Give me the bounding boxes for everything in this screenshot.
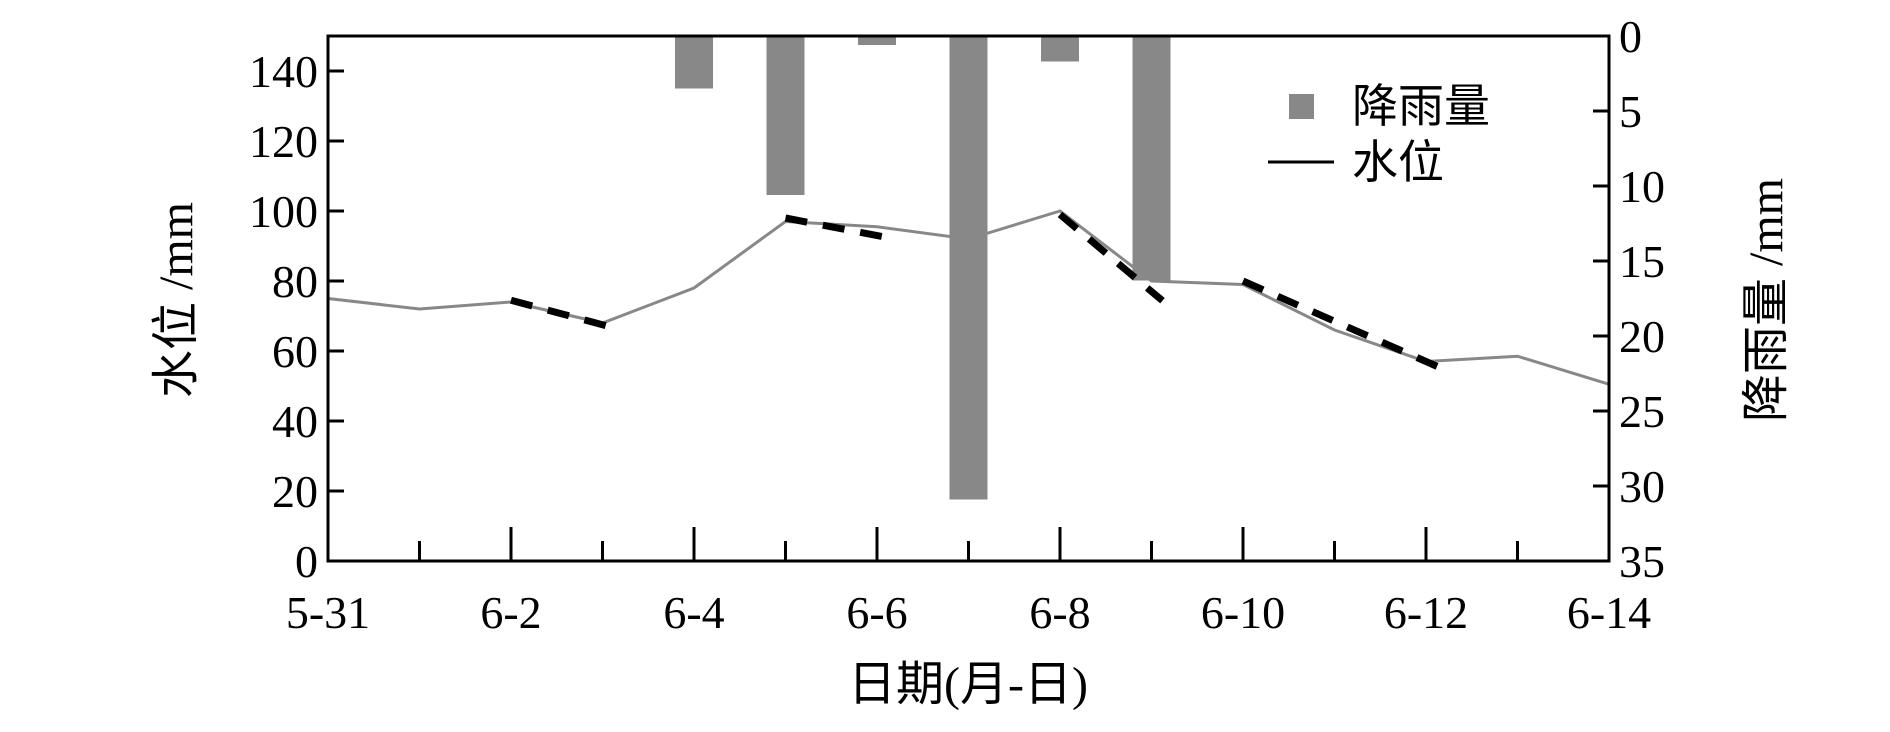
- y-left-tick-label: 60: [272, 326, 318, 377]
- y-left-tick-label: 140: [249, 46, 318, 97]
- x-tick-label: 6-10: [1201, 587, 1285, 638]
- y-right-tick-label: 20: [1619, 311, 1665, 362]
- rain-bar-6-9: [1132, 36, 1171, 281]
- x-tick-label: 6-2: [480, 587, 541, 638]
- rain-bar-6-7: [949, 36, 988, 500]
- x-tick-label: 6-8: [1029, 587, 1090, 638]
- y-left-tick-label: 120: [249, 116, 318, 167]
- x-tick-label: 6-6: [846, 587, 907, 638]
- y-left-tick-label: 100: [249, 186, 318, 237]
- legend: 降雨量 水位: [1268, 81, 1490, 188]
- y-right-tick-label: 30: [1619, 461, 1665, 512]
- rain-bar-6-5: [766, 36, 805, 195]
- x-tick-label: 6-4: [663, 587, 724, 638]
- y-right-tick-label: 10: [1619, 161, 1665, 212]
- y-right-tick-label: 5: [1619, 86, 1642, 137]
- y-axis-left: 0 20 40 60 80 100 120 140: [249, 46, 344, 587]
- x-axis: 5-31 6-2 6-4 6-6 6-8 6-10 6-12 6-14: [286, 527, 1651, 638]
- x-tick-label: 6-14: [1567, 587, 1651, 638]
- x-tick-label: 5-31: [286, 587, 370, 638]
- y-right-tick-label: 0: [1619, 11, 1642, 62]
- x-axis-label: 日期(月-日): [848, 658, 1088, 711]
- y-left-tick-label: 0: [295, 536, 318, 587]
- trend-segment-1: [510, 296, 615, 332]
- rain-bar-6-8: [1041, 36, 1079, 62]
- legend-rain-swatch: [1289, 94, 1314, 119]
- y-axis-right: 0 5 10 15 20 25 30 35: [1593, 11, 1665, 587]
- trend-lines: [510, 211, 1450, 375]
- y-right-tick-label: 25: [1619, 386, 1665, 437]
- legend-rain-label: 降雨量: [1352, 81, 1490, 132]
- x-tick-label: 6-12: [1384, 587, 1468, 638]
- rain-bar-6-4: [675, 36, 713, 89]
- trend-segment-4: [1241, 277, 1450, 375]
- y-axis-left-label: 水位 /mm: [150, 202, 203, 398]
- rain-bar-6-6: [858, 36, 896, 45]
- y-right-tick-label: 35: [1619, 536, 1665, 587]
- y-axis-right-label: 降雨量 /mm: [1740, 178, 1793, 422]
- rain-bars: [675, 36, 1171, 500]
- y-right-tick-label: 15: [1619, 236, 1665, 287]
- y-left-tick-label: 20: [272, 466, 318, 517]
- y-left-tick-label: 80: [272, 256, 318, 307]
- trend-segment-2: [784, 214, 889, 242]
- legend-water-label: 水位: [1352, 137, 1444, 188]
- y-left-tick-label: 40: [272, 396, 318, 447]
